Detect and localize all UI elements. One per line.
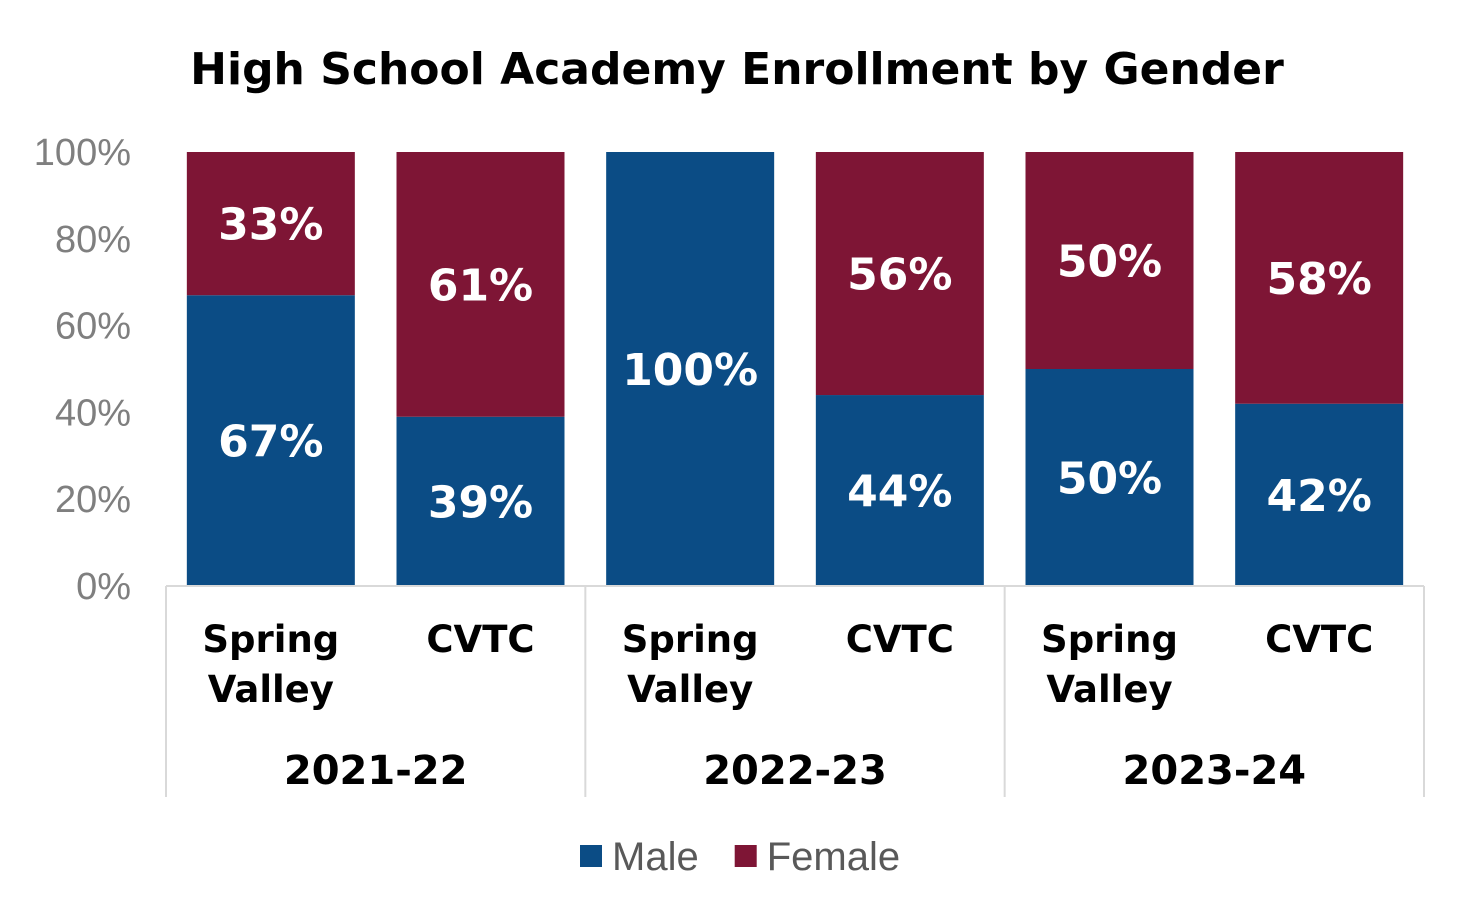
group-label: 2023-24 bbox=[1123, 748, 1307, 794]
legend-swatch-male bbox=[580, 845, 602, 867]
y-tick-label: 20% bbox=[55, 479, 131, 521]
y-tick-label: 80% bbox=[55, 219, 131, 261]
y-tick-label: 100% bbox=[34, 132, 131, 174]
data-label: 58% bbox=[1267, 254, 1372, 305]
category-label: CVTC bbox=[846, 618, 954, 661]
legend-label-female: Female bbox=[767, 835, 900, 879]
category-label: Valley bbox=[627, 668, 753, 711]
group-label: 2022-23 bbox=[703, 748, 887, 794]
category-label: CVTC bbox=[1265, 618, 1373, 661]
data-label: 33% bbox=[218, 200, 323, 251]
category-label: Spring bbox=[622, 618, 759, 661]
legend-swatch-female bbox=[734, 845, 757, 867]
bars: 67% 33% 39% 61% 100% 44% 56% 50% 50% 42% 58% bbox=[186, 152, 1404, 586]
data-label: 39% bbox=[428, 477, 533, 528]
legend: Male Female bbox=[580, 835, 900, 879]
category-label: Spring bbox=[1041, 618, 1178, 661]
bar-segment-male bbox=[606, 152, 775, 586]
bar-segment-male bbox=[186, 295, 355, 586]
data-label: 100% bbox=[622, 345, 758, 396]
x-axis: Spring Valley CVTC Spring Valley CVTC Spring Va… bbox=[165, 585, 1425, 797]
bar-segment-male bbox=[1235, 403, 1404, 586]
bar-segment-male bbox=[1025, 369, 1194, 586]
bar-segment-female bbox=[1025, 152, 1194, 369]
data-label: 50% bbox=[1057, 454, 1162, 505]
bar-segment-male bbox=[815, 395, 984, 586]
category-label: Valley bbox=[208, 668, 334, 711]
bar-segment-female bbox=[396, 152, 565, 417]
data-label: 44% bbox=[847, 467, 952, 518]
data-label: 61% bbox=[428, 260, 533, 311]
bar-segment-male bbox=[396, 416, 565, 586]
y-tick-label: 0% bbox=[76, 566, 131, 608]
bar-segment-female bbox=[1235, 152, 1404, 404]
bar-segment-female bbox=[186, 152, 355, 296]
category-label: CVTC bbox=[426, 618, 534, 661]
y-axis: 0% 20% 40% 60% 80% 100% bbox=[34, 132, 131, 608]
data-label: 56% bbox=[847, 250, 952, 301]
y-tick-label: 60% bbox=[55, 306, 131, 348]
data-label: 50% bbox=[1057, 237, 1162, 288]
y-tick-label: 40% bbox=[55, 392, 131, 434]
category-label: Spring bbox=[202, 618, 339, 661]
legend-label-male: Male bbox=[612, 835, 699, 879]
bar-segment-female bbox=[815, 152, 984, 396]
chart-title: High School Academy Enrollment by Gender bbox=[190, 44, 1284, 95]
group-label: 2021-22 bbox=[284, 748, 468, 794]
data-label: 67% bbox=[218, 417, 323, 468]
category-label: Valley bbox=[1046, 668, 1172, 711]
data-label: 42% bbox=[1267, 471, 1372, 522]
